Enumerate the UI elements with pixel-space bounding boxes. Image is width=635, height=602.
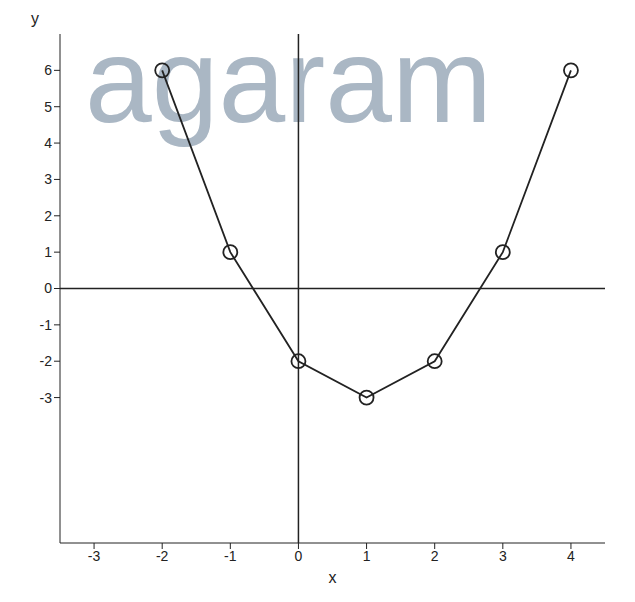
svg-text:5: 5 [44, 99, 52, 115]
svg-text:0: 0 [44, 280, 52, 296]
svg-text:2: 2 [431, 548, 439, 564]
svg-text:4: 4 [567, 548, 575, 564]
svg-text:1: 1 [44, 244, 52, 260]
svg-text:4: 4 [44, 135, 52, 151]
svg-text:3: 3 [499, 548, 507, 564]
html-text:agaram: agaram [85, 13, 492, 147]
svg-text:-3: -3 [88, 548, 101, 564]
svg-text:-2: -2 [40, 353, 53, 369]
svg-text:2: 2 [44, 208, 52, 224]
svg-text:3: 3 [44, 171, 52, 187]
svg-text:-1: -1 [224, 548, 237, 564]
svg-text:y: y [31, 10, 39, 27]
svg-text:-1: -1 [40, 317, 53, 333]
svg-text:x: x [329, 569, 337, 586]
svg-text:-3: -3 [40, 390, 53, 406]
svg-text:0: 0 [295, 548, 303, 564]
svg-text:1: 1 [363, 548, 371, 564]
svg-text:6: 6 [44, 62, 52, 78]
svg-text:-2: -2 [156, 548, 169, 564]
